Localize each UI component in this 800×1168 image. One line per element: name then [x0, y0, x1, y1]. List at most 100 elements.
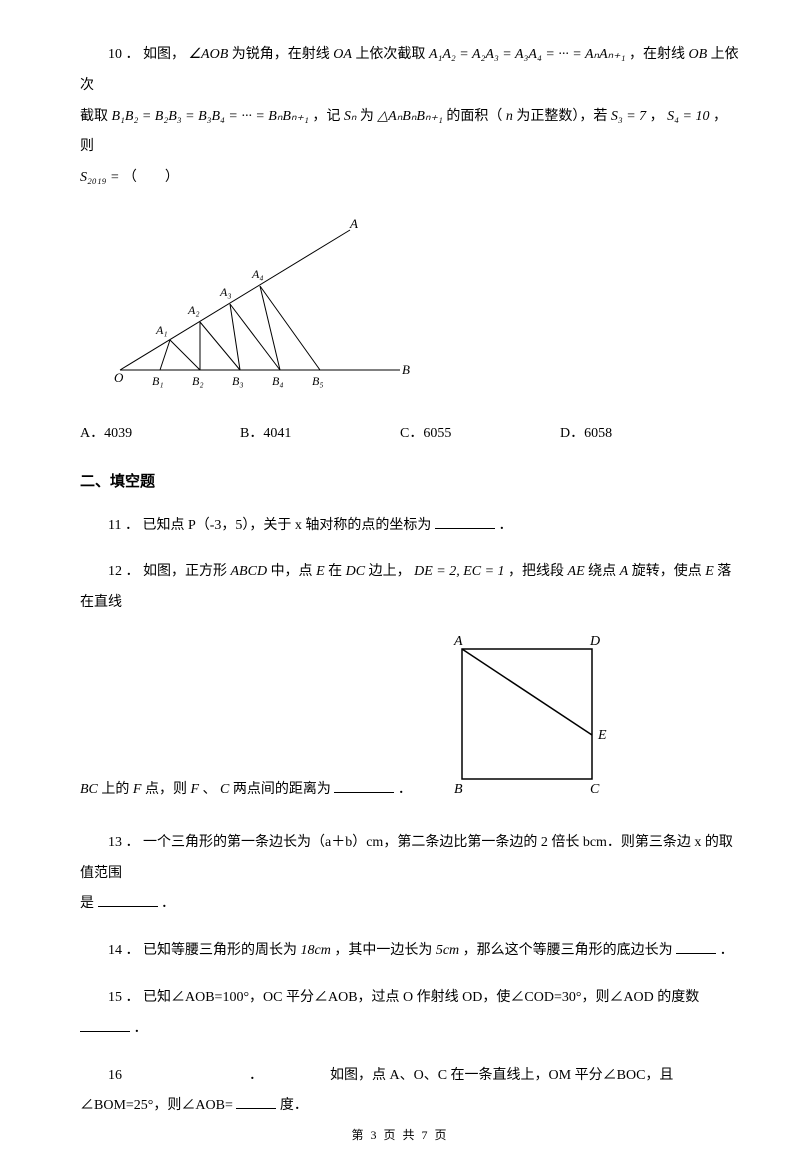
q10-f10: S₄ = 10: [667, 109, 709, 124]
label-A1: A₁: [155, 323, 168, 337]
q14-num: 14 ．: [108, 943, 140, 958]
q10-f1: ∠AOB: [189, 47, 229, 62]
q12-lA: A: [453, 634, 463, 649]
q12-lE: E: [597, 728, 607, 743]
q12-t11: 、: [203, 782, 217, 797]
label-B5: B₅: [312, 374, 324, 388]
q12-diagram: A D B C E: [432, 629, 622, 812]
q10-t10: 为正整数），若: [516, 109, 607, 124]
q12-line2: BC 上的 F 点，则 F 、 C 两点间的距离为 ．: [80, 775, 412, 812]
q12-t9: 上的: [101, 782, 129, 797]
page-footer: 第 3 页 共 7 页: [0, 1122, 800, 1148]
q16-num: 16: [108, 1068, 122, 1083]
q12-f3: DC: [346, 564, 365, 579]
label-B1: B₁: [152, 374, 164, 388]
q10-t3: 上依次截取: [355, 47, 425, 62]
choice-a: A．4039: [80, 419, 240, 450]
q12-t10: 点，则: [145, 782, 187, 797]
choice-c: C．6055: [400, 419, 560, 450]
label-A4: A₄: [251, 267, 264, 281]
q10-t7: ，记: [312, 109, 340, 124]
q10-diagram: O A B A₁ A₂ A₃ A₄ B₁ B₂ B₃ B₄ B₅: [100, 210, 740, 403]
question-16: 16 ． 如图，点 A、O、C 在一条直线上，OM 平分∠BOC，且∠BOM=2…: [80, 1061, 740, 1123]
q10-f7: △AₙBₙBₙ₊₁: [377, 109, 442, 124]
q10-t9: 的面积（: [446, 109, 502, 124]
q12-t5: ，把线段: [508, 564, 564, 579]
q12-f1: ABCD: [231, 564, 268, 579]
q10-f8: n: [506, 109, 513, 124]
q16-dot: ．: [249, 1068, 263, 1083]
q10-t11: ，: [650, 109, 664, 124]
q15-num: 15 ．: [108, 990, 140, 1005]
q11-end: ．: [498, 518, 512, 533]
q12-f8: BC: [80, 782, 98, 797]
q12-f7: E: [705, 564, 714, 579]
q10-t2: 为锐角，在射线: [232, 47, 330, 62]
q12-t4: 边上，: [369, 564, 411, 579]
q12-f6: A: [620, 564, 629, 579]
question-10: 10 ． 如图， ∠AOB 为锐角，在射线 OA 上依次截取 A₁A₂ = A₂…: [80, 40, 740, 194]
q13-t1: 一个三角形的第一条边长为（a＋b）cm，第二条边比第一条边的 2 倍长 bcm．…: [80, 835, 733, 881]
q12-row: BC 上的 F 点，则 F 、 C 两点间的距离为 ． A D B C E: [80, 629, 740, 812]
question-15: 15 ． 已知∠AOB=100°，OC 平分∠AOB，过点 O 作射线 OD，使…: [80, 983, 740, 1045]
q12-line1: 12 ． 如图，正方形 ABCD 中，点 E 在 DC 边上， DE = 2, …: [80, 557, 740, 619]
q16-blank: [236, 1095, 276, 1109]
q10-line3: S₂₀₁₉ = （ ）: [80, 163, 740, 194]
q14-f1: 18cm: [301, 943, 331, 958]
label-A: A: [349, 216, 358, 231]
q12-lB: B: [454, 782, 463, 797]
q12-svg: A D B C E: [432, 629, 622, 799]
q14-end: ．: [720, 943, 734, 958]
q12-f2: E: [316, 564, 325, 579]
q10-choices: A．4039 B．4041 C．6055 D．6058: [80, 419, 740, 450]
q10-f5: B₁B₂ = B₂B₃ = B₃B₄ = ··· = BₙBₙ₊₁: [112, 109, 309, 124]
q12-t12: 两点间的距离为: [233, 782, 331, 797]
q10-t8: 为: [360, 109, 374, 124]
label-A2: A₂: [187, 303, 200, 317]
q10-num: 10 ．: [108, 47, 140, 62]
q13-t2: 是: [80, 896, 94, 911]
q15-text: 已知∠AOB=100°，OC 平分∠AOB，过点 O 作射线 OD，使∠COD=…: [143, 990, 699, 1005]
q10-f9: S₃ = 7: [611, 109, 646, 124]
choice-d: D．6058: [560, 419, 720, 450]
q14-t1: 已知等腰三角形的周长为: [143, 943, 297, 958]
label-A3: A₃: [219, 285, 232, 299]
q12-t2: 中，点: [271, 564, 313, 579]
q12-f9: F: [133, 782, 142, 797]
q14-t3: ，那么这个等腰三角形的底边长为: [463, 943, 673, 958]
question-12: 12 ． 如图，正方形 ABCD 中，点 E 在 DC 边上， DE = 2, …: [80, 557, 740, 811]
q12-blank: [334, 779, 394, 793]
q12-lC: C: [590, 782, 600, 797]
q15-blank: [80, 1018, 130, 1032]
section-2-title: 二、填空题: [80, 466, 740, 499]
q12-lD: D: [589, 634, 600, 649]
q13-line2: 是 ．: [80, 889, 740, 920]
label-B4: B₄: [272, 374, 284, 388]
question-11: 11 ． 已知点 P（-3，5），关于 x 轴对称的点的坐标为 ．: [80, 511, 740, 542]
q13-num: 13 ．: [108, 835, 140, 850]
q10-f2: OA: [333, 47, 352, 62]
q10-t6: 截取: [80, 109, 108, 124]
q12-num: 12 ．: [108, 564, 140, 579]
q10-paren: （ ）: [123, 170, 179, 185]
label-B3: B₃: [232, 374, 244, 388]
q10-line2: 截取 B₁B₂ = B₂B₃ = B₃B₄ = ··· = BₙBₙ₊₁ ，记 …: [80, 102, 740, 164]
label-B: B: [402, 362, 410, 377]
q12-t3: 在: [328, 564, 342, 579]
q12-f5: AE: [568, 564, 585, 579]
q10-line1: 10 ． 如图， ∠AOB 为锐角，在射线 OA 上依次截取 A₁A₂ = A₂…: [80, 40, 740, 102]
q10-f4: OB: [689, 47, 708, 62]
q12-f11: C: [220, 782, 229, 797]
q12-f4: DE = 2, EC = 1: [414, 564, 504, 579]
q12-end: ．: [398, 782, 412, 797]
q13-end: ．: [161, 896, 175, 911]
q13-line1: 13 ． 一个三角形的第一条边长为（a＋b）cm，第二条边比第一条边的 2 倍长…: [80, 828, 740, 890]
q10-f6: Sₙ: [344, 109, 357, 124]
q16-end: 度．: [280, 1098, 308, 1113]
q12-t6: 绕点: [588, 564, 616, 579]
choice-b: B．4041: [240, 419, 400, 450]
q12-t1: 如图，正方形: [143, 564, 227, 579]
q14-f2: 5cm: [436, 943, 459, 958]
question-13: 13 ． 一个三角形的第一条边长为（a＋b）cm，第二条边比第一条边的 2 倍长…: [80, 828, 740, 920]
q11-num: 11 ．: [108, 518, 139, 533]
